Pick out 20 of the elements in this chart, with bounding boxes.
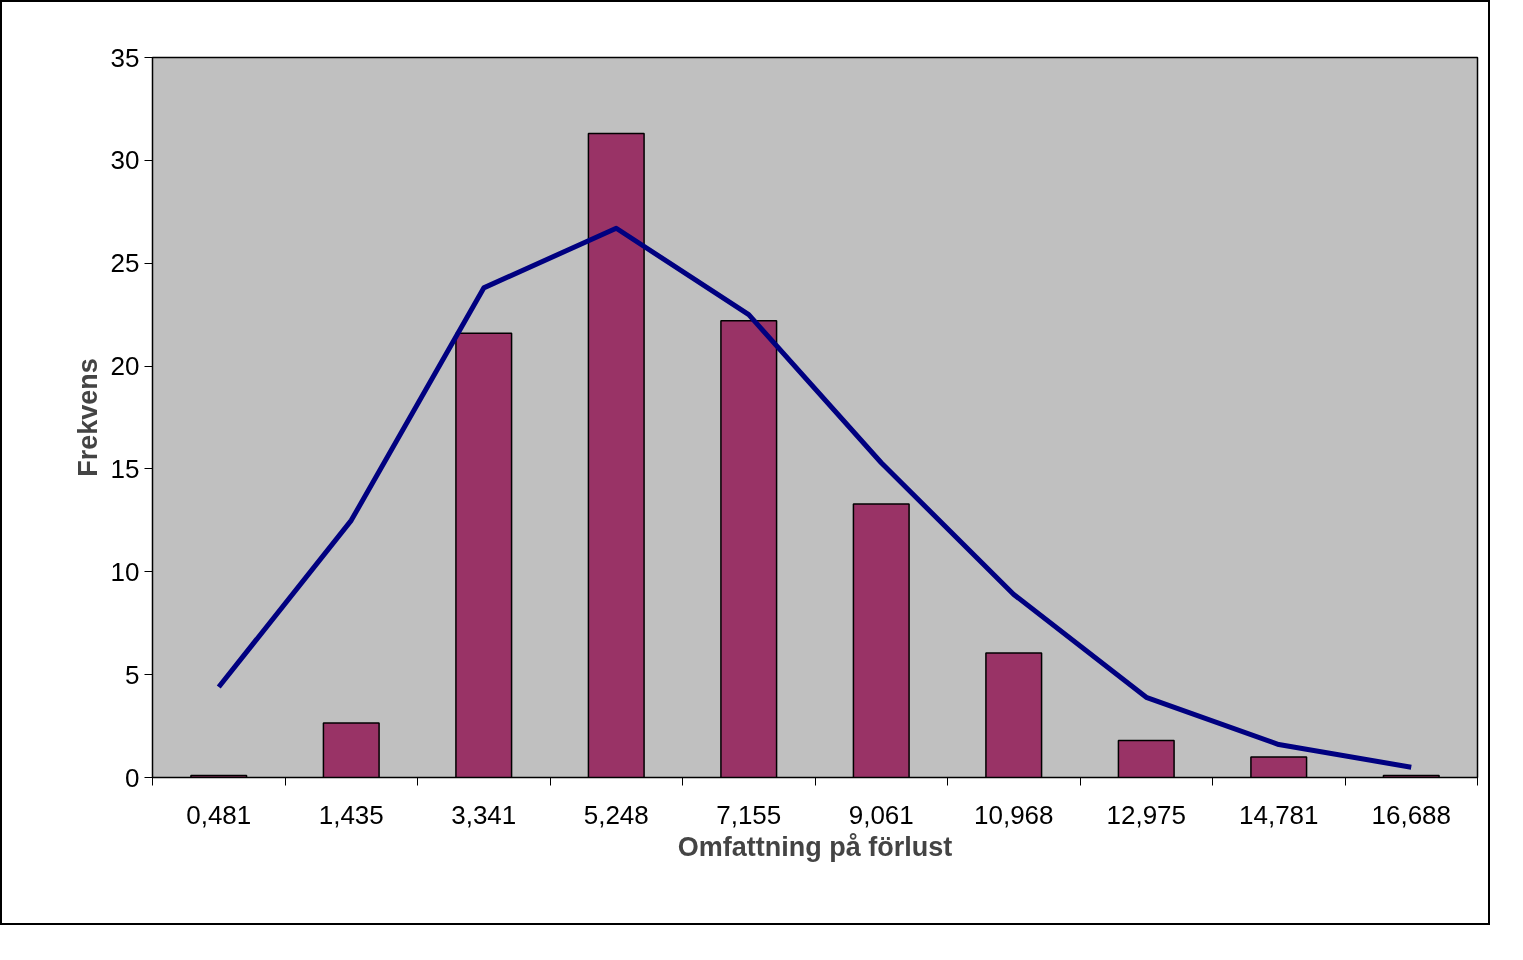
y-tick-label: 25 bbox=[110, 248, 140, 279]
y-tick-label: 15 bbox=[110, 453, 140, 484]
y-axis-title: Frekvens bbox=[72, 358, 103, 477]
x-tick-label: 16,688 bbox=[1371, 799, 1452, 830]
x-tick-label: 9,061 bbox=[848, 799, 914, 830]
x-tick-label: 1,435 bbox=[318, 799, 384, 830]
y-tick-label: 0 bbox=[125, 762, 140, 793]
x-axis-title: Omfattning på förlust bbox=[677, 831, 953, 862]
x-tick-label: 14,781 bbox=[1238, 799, 1319, 830]
y-tick-label: 5 bbox=[125, 659, 140, 690]
y-tick-label: 30 bbox=[110, 145, 140, 176]
x-tick-label: 7,155 bbox=[716, 799, 782, 830]
y-tick-label: 20 bbox=[110, 351, 140, 382]
x-tick-label: 12,975 bbox=[1106, 799, 1187, 830]
y-tick-label: 10 bbox=[110, 556, 140, 587]
y-tick-label: 35 bbox=[110, 42, 140, 73]
x-tick-label: 10,968 bbox=[973, 799, 1054, 830]
x-tick-label: 3,341 bbox=[451, 799, 517, 830]
x-tick-label: 0,481 bbox=[186, 799, 252, 830]
x-tick-label: 5,248 bbox=[583, 799, 649, 830]
